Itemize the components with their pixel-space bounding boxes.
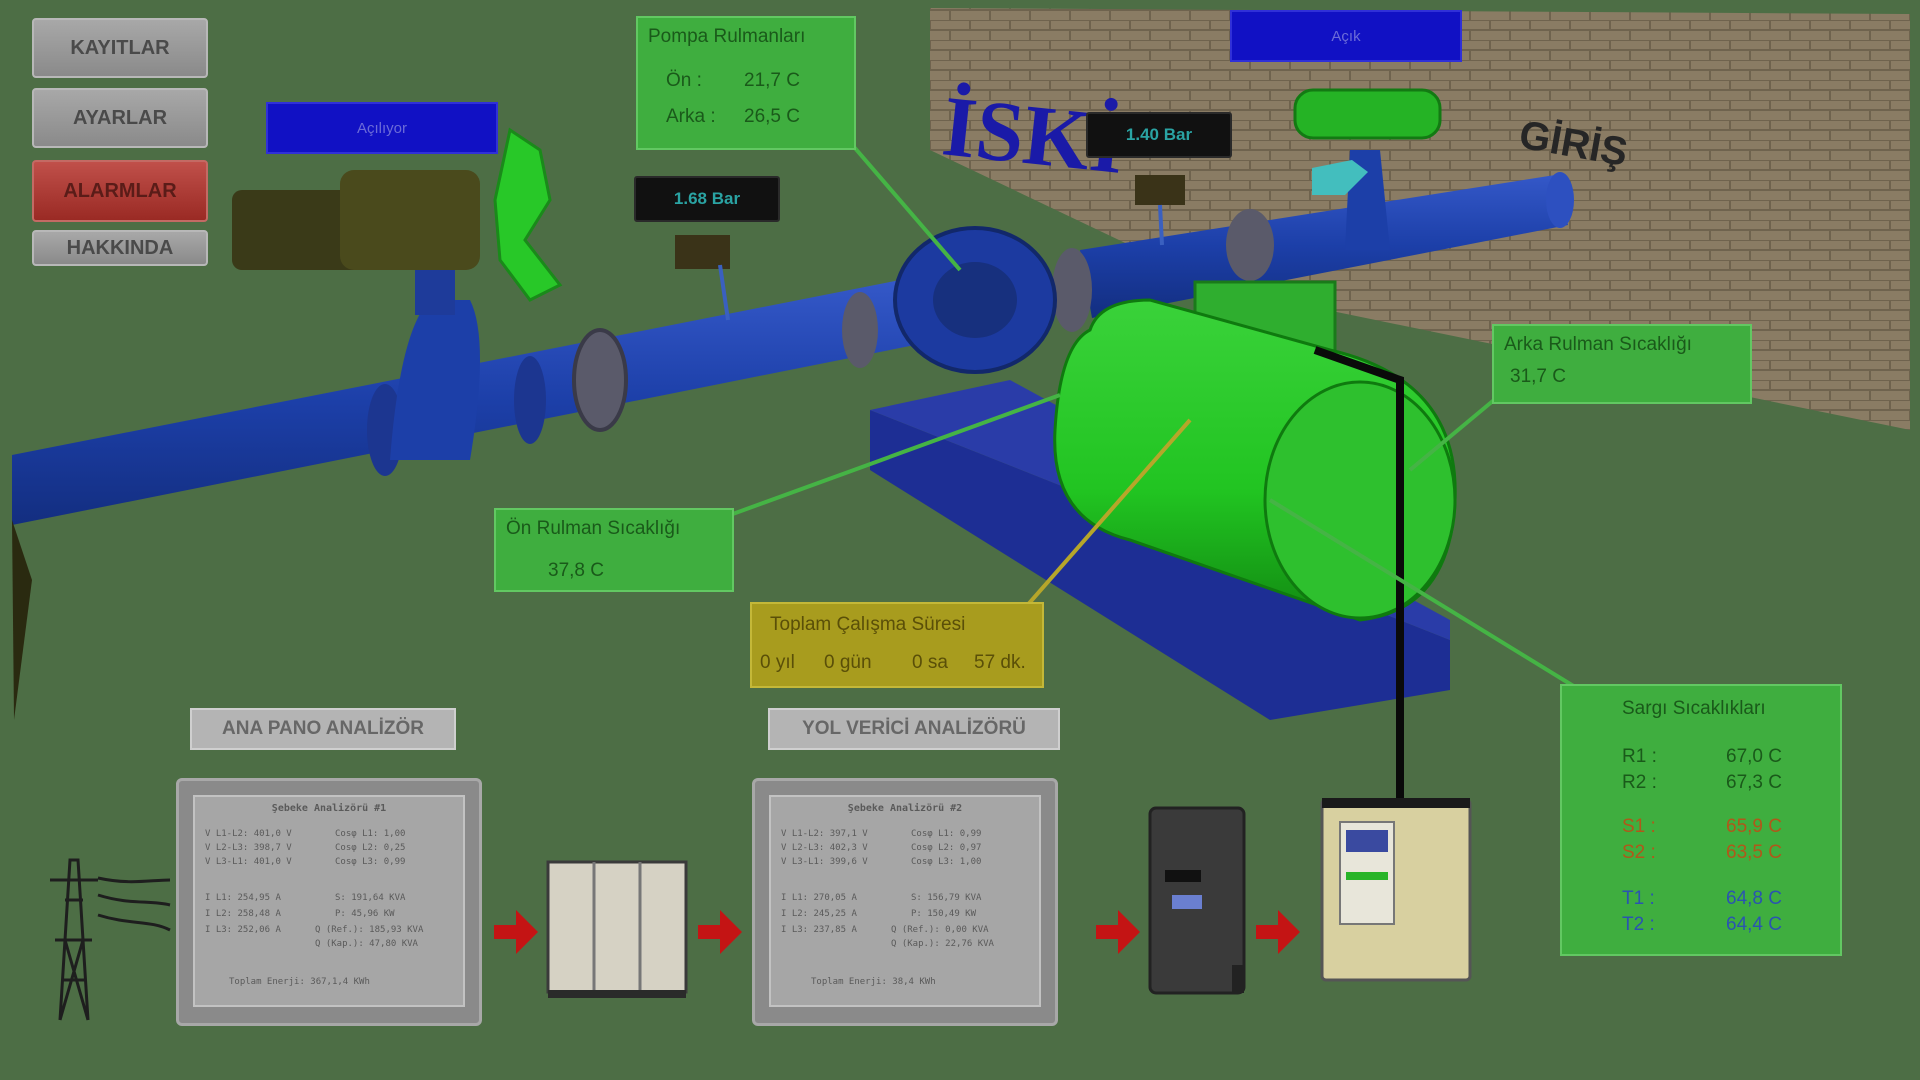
left-valve-status-button[interactable]: Açılıyor [266, 102, 498, 154]
winding-temperatures-panel: Sargı Sıcaklıkları R1 : 67,0 C R2 : 67,3… [1560, 684, 1842, 956]
analyzer-2-p3: Q (Ref.): 0,00 KVA [891, 925, 989, 935]
left-valve-handwheel-icon [493, 127, 563, 302]
analyzer-2-v1: V L1-L2: 397,1 V [781, 829, 868, 839]
pump-front-value: 21,7 C [744, 70, 800, 91]
right-pressure-readout: 1.40 Bar [1086, 112, 1232, 158]
rear-bearing-value: 31,7 C [1510, 366, 1566, 387]
pump-bearings-title: Pompa Rulmanları [648, 26, 806, 47]
right-valve-hand-icon [1312, 160, 1368, 195]
power-tower-icon [50, 858, 171, 1021]
winding-r1-value: 67,0 C [1726, 746, 1782, 767]
runtime-title: Toplam Çalışma Süresi [770, 614, 966, 635]
pump-bearings-panel: Pompa Rulmanları Ön : 21,7 C Arka : 26,5… [636, 16, 856, 150]
runtime-hours: 0 sa [912, 652, 948, 673]
left-pressure-readout: 1.68 Bar [634, 176, 780, 222]
analyzer-1-i3: I L3: 252,06 A [205, 925, 281, 935]
soft-starter-analyzer-label: YOL VERİCİ ANALİZÖRÜ [768, 708, 1060, 750]
records-button[interactable]: KAYITLAR [32, 18, 208, 78]
rear-bearing-panel: Arka Rulman Sıcaklığı 31,7 C [1492, 324, 1752, 404]
analyzer-1-screen: Şebeke Analizörü #1 V L1-L2: 401,0 V V L… [193, 795, 465, 1007]
analyzer-2-v2: V L2-L3: 402,3 V [781, 843, 868, 853]
analyzer-2-i2: I L2: 245,25 A [781, 909, 857, 919]
right-actuator-motor [1293, 88, 1442, 140]
rear-bearing-title: Arka Rulman Sıcaklığı [1504, 334, 1692, 355]
analyzer-1-v2: V L2-L3: 398,7 V [205, 843, 292, 853]
motor-control-panel-icon [1320, 798, 1472, 982]
runtime-years: 0 yıl [760, 652, 795, 673]
right-valve-status-button[interactable]: Açık [1230, 10, 1462, 62]
analyzer-1-p3: Q (Ref.): 185,93 KVA [315, 925, 424, 935]
winding-r2-label: R2 : [1622, 772, 1657, 793]
analyzer-1-i2: I L2: 258,48 A [205, 909, 281, 919]
analyzer-2-total: Toplam Enerji: 38,4 KWh [811, 977, 936, 987]
analyzer-2-pf2: Cosφ L2: 0,97 [911, 843, 982, 853]
total-runtime-panel: Toplam Çalışma Süresi 0 yıl 0 gün 0 sa 5… [750, 602, 1044, 688]
analyzer-2-screen: Şebeke Analizörü #2 V L1-L2: 397,1 V V L… [769, 795, 1041, 1007]
winding-t1-value: 64,8 C [1726, 888, 1782, 909]
analyzer-2-i1: I L1: 270,05 A [781, 893, 857, 903]
winding-t2-value: 64,4 C [1726, 914, 1782, 935]
front-bearing-panel: Ön Rulman Sıcaklığı 37,8 C [494, 508, 734, 592]
winding-t2-label: T2 : [1622, 914, 1655, 935]
about-button[interactable]: HAKKINDA [32, 230, 208, 266]
analyzer-2-pf1: Cosφ L1: 0,99 [911, 829, 982, 839]
front-bearing-title: Ön Rulman Sıcaklığı [506, 518, 681, 539]
winding-s2-label: S2 : [1622, 842, 1656, 863]
pump-rear-label: Arka : [666, 106, 716, 127]
analyzer-2-header: Şebeke Analizörü #2 [847, 803, 963, 814]
runtime-days: 0 gün [824, 652, 872, 673]
pump-base-skid [870, 410, 1450, 720]
front-bearing-value: 37,8 C [548, 560, 604, 581]
analyzer-1-pf3: Cosφ L3: 0,99 [335, 857, 406, 867]
winding-s2-value: 63,5 C [1726, 842, 1782, 863]
analyzer-2-p4: Q (Kap.): 22,76 KVA [891, 939, 994, 949]
analyzer-1-i1: I L1: 254,95 A [205, 893, 281, 903]
analyzer-1-total: Toplam Enerji: 367,1,4 KWh [229, 977, 370, 987]
analyzer-1[interactable]: Şebeke Analizörü #1 V L1-L2: 401,0 V V L… [176, 778, 482, 1026]
switchgear-cabinet-icon [546, 860, 688, 998]
soft-starter-device-icon [1148, 806, 1246, 995]
alarms-button[interactable]: ALARMLAR [32, 160, 208, 222]
analyzer-2-v3: V L3-L1: 399,6 V [781, 857, 868, 867]
analyzer-1-pf1: Cosφ L1: 1,00 [335, 829, 406, 839]
pump-rear-value: 26,5 C [744, 106, 800, 127]
winding-s1-label: S1 : [1622, 816, 1656, 837]
settings-button[interactable]: AYARLAR [32, 88, 208, 148]
analyzer-1-p1: S: 191,64 KVA [335, 893, 406, 903]
analyzer-1-v3: V L3-L1: 401,0 V [205, 857, 292, 867]
winding-title: Sargı Sıcaklıkları [1622, 698, 1766, 719]
analyzer-1-p2: P: 45,96 KW [335, 909, 395, 919]
analyzer-2-p1: S: 156,79 KVA [911, 893, 982, 903]
runtime-minutes: 57 dk. [974, 652, 1026, 673]
analyzer-1-header: Şebeke Analizörü #1 [271, 803, 387, 814]
analyzer-1-v1: V L1-L2: 401,0 V [205, 829, 292, 839]
analyzer-1-p4: Q (Kap.): 47,80 KVA [315, 939, 418, 949]
analyzer-2-i3: I L3: 237,85 A [781, 925, 857, 935]
left-actuator-motor [232, 190, 372, 270]
analyzer-2[interactable]: Şebeke Analizörü #2 V L1-L2: 397,1 V V L… [752, 778, 1058, 1026]
analyzer-2-pf3: Cosφ L3: 1,00 [911, 857, 982, 867]
analyzer-2-p2: P: 150,49 KW [911, 909, 977, 919]
winding-t1-label: T1 : [1622, 888, 1655, 909]
winding-r1-label: R1 : [1622, 746, 1657, 767]
winding-s1-value: 65,9 C [1726, 816, 1782, 837]
main-panel-analyzer-label: ANA PANO ANALİZÖR [190, 708, 456, 750]
pump-front-label: Ön : [666, 70, 702, 91]
winding-r2-value: 67,3 C [1726, 772, 1782, 793]
flow-arrow-icon [494, 910, 1300, 954]
analyzer-1-pf2: Cosφ L2: 0,25 [335, 843, 406, 853]
